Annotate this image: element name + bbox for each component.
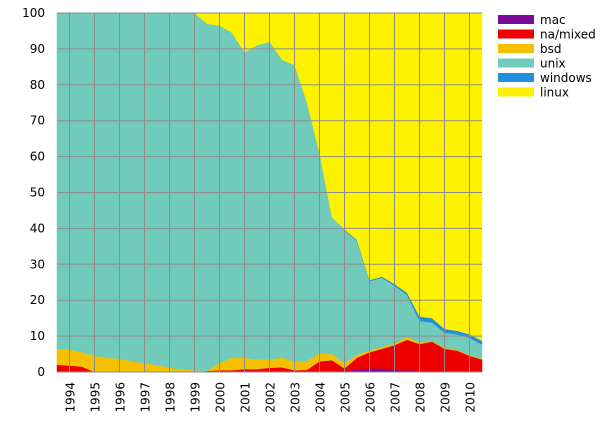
y-tick-label: 30 (30, 257, 45, 271)
x-tick-label: 2009 (439, 382, 453, 413)
x-tick-label: 1998 (164, 382, 178, 413)
x-tick-label: 1996 (114, 382, 128, 413)
x-tick-label: 2010 (464, 382, 478, 413)
x-tick-label: 2007 (389, 382, 403, 413)
x-tick-label: 1997 (139, 382, 153, 413)
y-tick-label: 80 (30, 78, 45, 92)
legend-swatch (498, 58, 534, 68)
x-tick-label: 1994 (64, 382, 78, 413)
legend-swatch (498, 44, 534, 53)
y-tick-label: 0 (37, 365, 45, 379)
x-tick-label: 2002 (264, 382, 278, 413)
legend-label: bsd (540, 42, 562, 56)
legend-label: linux (540, 86, 569, 100)
grid-lines (57, 12, 482, 373)
x-tick-label: 2001 (239, 382, 253, 413)
x-tick-label: 2003 (289, 382, 303, 413)
y-tick-label: 10 (30, 329, 45, 343)
y-tick-label: 40 (30, 221, 45, 235)
y-tick-label: 50 (30, 186, 45, 200)
x-tick-label: 2000 (214, 382, 228, 413)
legend-swatch (498, 29, 534, 39)
legend-label: windows (540, 71, 592, 85)
x-tick-label: 2008 (414, 382, 428, 413)
x-tick-label: 1995 (89, 382, 103, 413)
legend-swatch (498, 87, 534, 97)
y-axis-ticks: 0 10 20 30 40 50 60 70 80 90 100 (22, 6, 45, 379)
y-tick-label: 20 (30, 293, 45, 307)
y-tick-label: 100 (22, 6, 45, 20)
y-tick-label: 60 (30, 150, 45, 164)
x-tick-label: 2006 (364, 382, 378, 413)
legend-label: mac (540, 13, 566, 27)
x-axis-ticks: 1994 1995 1996 1997 1998 1999 2000 2001 2002 2003… (64, 382, 478, 413)
x-tick-label: 2004 (314, 382, 328, 413)
x-tick-label: 1999 (189, 382, 203, 413)
legend-swatch (498, 73, 534, 82)
x-tick-label: 2005 (339, 382, 353, 413)
legend-label: unix (540, 57, 566, 71)
legend-label: na/mixed (540, 28, 596, 42)
legend-swatch (498, 15, 534, 24)
y-tick-label: 90 (30, 42, 45, 56)
y-tick-label: 70 (30, 114, 45, 128)
